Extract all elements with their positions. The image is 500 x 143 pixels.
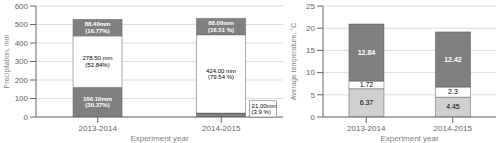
svg-text:Experiment year: Experiment year [380, 134, 439, 143]
svg-text:1.72: 1.72 [360, 81, 374, 88]
svg-text:88.00mm(16.51 %): 88.00mm(16.51 %) [208, 20, 234, 33]
svg-text:88.40mm(16.77%): 88.40mm(16.77%) [85, 21, 111, 34]
svg-text:2014-2015: 2014-2015 [434, 124, 473, 133]
svg-text:20: 20 [306, 24, 315, 33]
svg-text:300: 300 [15, 57, 29, 66]
svg-text:0: 0 [24, 113, 29, 122]
svg-text:500: 500 [15, 20, 29, 29]
svg-text:160.10mm(30.37%): 160.10mm(30.37%) [83, 96, 112, 109]
svg-text:2014-2015: 2014-2015 [202, 124, 241, 133]
svg-text:5: 5 [311, 91, 316, 100]
svg-text:0: 0 [311, 113, 316, 122]
svg-text:278.50 mm(52.84%): 278.50 mm(52.84%) [83, 55, 113, 68]
svg-text:15: 15 [306, 46, 315, 55]
svg-text:2.3: 2.3 [448, 88, 458, 95]
svg-text:6.37: 6.37 [360, 99, 374, 106]
svg-text:25: 25 [306, 2, 315, 11]
svg-text:12.42: 12.42 [444, 56, 462, 63]
svg-text:424.00 mm(79.54 %): 424.00 mm(79.54 %) [206, 68, 236, 81]
svg-text:10: 10 [306, 68, 315, 77]
svg-text:21.00mm(3.9 %): 21.00mm(3.9 %) [252, 103, 277, 116]
svg-text:Experiment year: Experiment year [130, 134, 189, 143]
svg-text:4.45: 4.45 [446, 103, 460, 110]
svg-text:Average temperature, °C: Average temperature, °C [290, 23, 298, 100]
svg-text:600: 600 [15, 2, 29, 11]
svg-text:400: 400 [15, 39, 29, 48]
svg-text:2013-2014: 2013-2014 [347, 124, 386, 133]
svg-text:12.84: 12.84 [358, 49, 376, 56]
svg-text:100: 100 [15, 94, 29, 103]
svg-text:200: 200 [15, 76, 29, 85]
svg-text:Precipitation, mm: Precipitation, mm [8, 34, 11, 88]
svg-text:2013-2014: 2013-2014 [79, 124, 118, 133]
